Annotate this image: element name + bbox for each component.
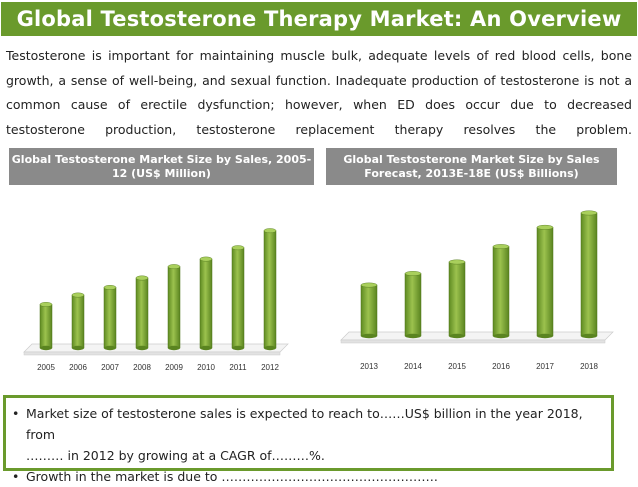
x-tick-label: 2014 <box>404 362 422 371</box>
x-tick-label: 2015 <box>448 362 466 371</box>
x-tick-label: 2007 <box>101 363 119 372</box>
bar <box>580 210 598 339</box>
note-item: • Market size of testosterone sales is e… <box>12 403 605 445</box>
note-text: Growth in the market is due to ………………………… <box>26 469 438 484</box>
note-item: • Growth in the market is due to …………………… <box>12 466 605 487</box>
bar <box>71 292 85 351</box>
x-tick-label: 2018 <box>580 362 598 371</box>
x-tick-label: 2008 <box>133 363 151 372</box>
bar <box>404 271 422 339</box>
bar <box>360 282 378 339</box>
x-tick-label: 2016 <box>492 362 510 371</box>
bar <box>231 245 245 351</box>
bar <box>536 224 554 339</box>
x-tick-label: 2012 <box>261 363 279 372</box>
chart-floor <box>340 331 614 341</box>
x-tick-label: 2017 <box>536 362 554 371</box>
bar <box>448 259 466 339</box>
bar <box>39 302 53 351</box>
x-tick-label: 2011 <box>229 363 247 372</box>
bar <box>492 244 510 339</box>
x-tick-label: 2005 <box>37 363 55 372</box>
bar <box>135 275 149 351</box>
bullet-icon: • <box>12 406 20 421</box>
chart-floor-edge <box>340 339 606 344</box>
x-tick-label: 2006 <box>69 363 87 372</box>
bar <box>167 264 181 351</box>
forecast-chart: 2013 2014 2015 2016 2017 2018 <box>340 210 614 371</box>
sales-chart: 2005 2006 2007 2008 2009 2010 2011 2012 <box>23 228 289 372</box>
intro-paragraph: Testosterone is important for maintainin… <box>6 48 632 137</box>
x-tick-label: 2009 <box>165 363 183 372</box>
chart-title-sales: Global Testosterone Market Size by Sales… <box>9 148 314 185</box>
bar <box>263 228 277 351</box>
chart-title-forecast: Global Testosterone Market Size by Sales… <box>326 148 617 185</box>
chart-title-sales-text: Global Testosterone Market Size by Sales… <box>11 152 312 180</box>
notes-box: • Market size of testosterone sales is e… <box>3 395 614 484</box>
x-tick-label: 2013 <box>360 362 378 371</box>
chart-floor <box>23 343 289 353</box>
bullet-icon: • <box>12 469 20 484</box>
chart-floor-edge <box>23 351 281 356</box>
chart-title-forecast-text: Global Testosterone Market Size by Sales… <box>343 152 600 180</box>
x-tick-label: 2010 <box>197 363 215 372</box>
bar <box>103 285 117 351</box>
note-continuation: ……… in 2012 by growing at a CAGR of………%. <box>26 448 325 463</box>
note-text: Market size of testosterone sales is exp… <box>26 406 583 442</box>
page-title: Global Testosterone Therapy Market: An O… <box>1 2 637 36</box>
bar <box>199 256 213 351</box>
